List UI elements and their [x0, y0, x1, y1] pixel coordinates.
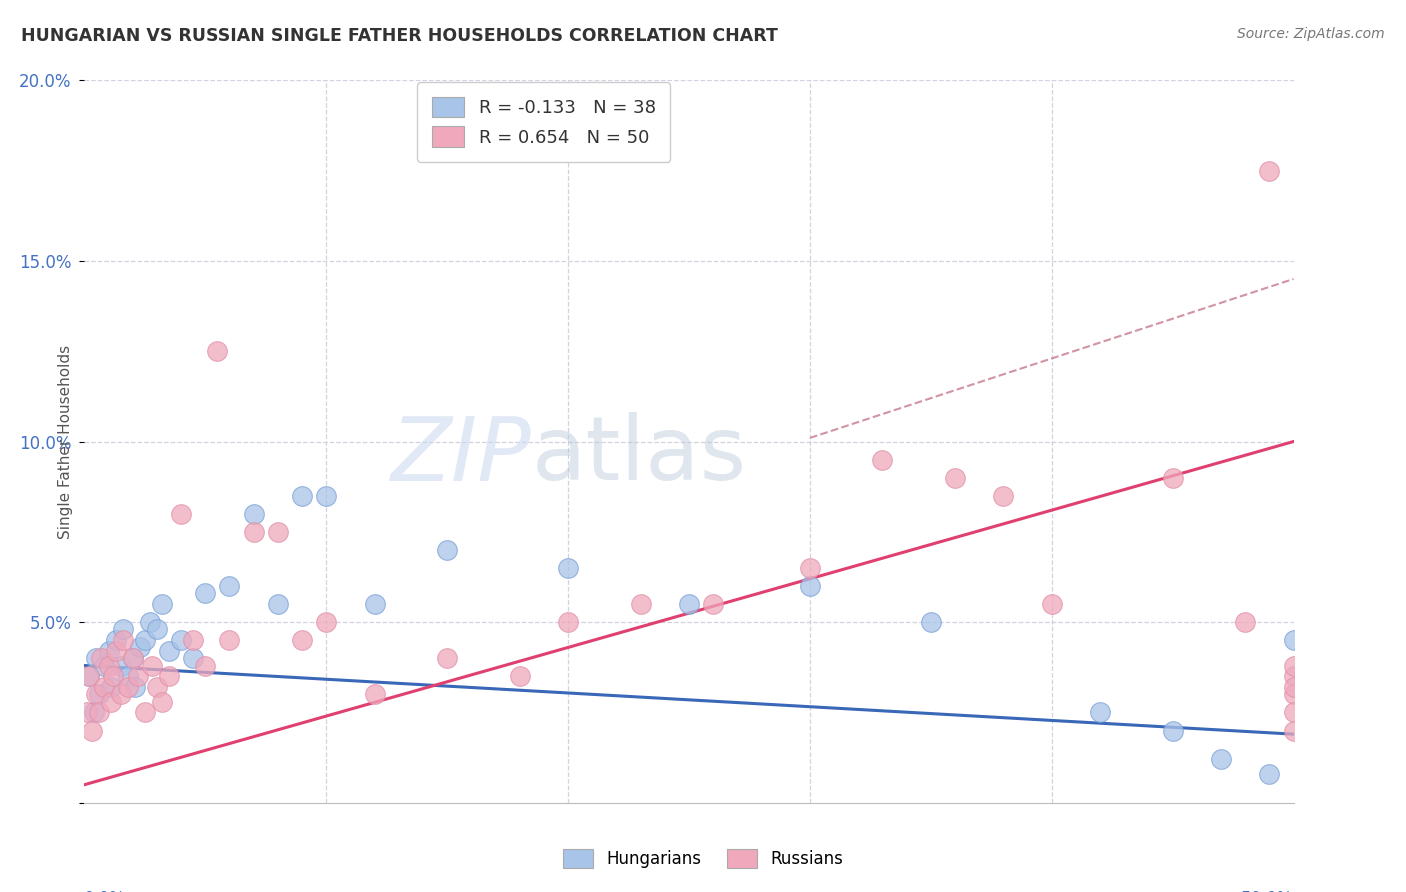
- Point: [146, 680, 169, 694]
- Point: [557, 615, 579, 630]
- Point: [242, 507, 264, 521]
- Point: [1209, 752, 1232, 766]
- Point: [117, 680, 139, 694]
- Point: [181, 633, 204, 648]
- Point: [181, 651, 204, 665]
- Point: [110, 687, 132, 701]
- Point: [112, 633, 135, 648]
- Point: [170, 633, 193, 648]
- Point: [117, 669, 139, 683]
- Point: [141, 658, 163, 673]
- Point: [315, 489, 337, 503]
- Point: [1088, 706, 1111, 720]
- Point: [129, 640, 152, 655]
- Point: [267, 597, 290, 611]
- Point: [242, 524, 264, 539]
- Point: [157, 644, 180, 658]
- Point: [157, 669, 180, 683]
- Point: [1258, 163, 1281, 178]
- Point: [83, 706, 105, 720]
- Point: [121, 651, 143, 665]
- Point: [993, 489, 1015, 503]
- Point: [436, 542, 458, 557]
- Point: [194, 658, 217, 673]
- Point: [920, 615, 942, 630]
- Point: [630, 597, 652, 611]
- Point: [315, 615, 337, 630]
- Point: [104, 644, 127, 658]
- Point: [93, 658, 115, 673]
- Text: 0.0%: 0.0%: [84, 889, 127, 892]
- Legend: R = -0.133   N = 38, R = 0.654   N = 50: R = -0.133 N = 38, R = 0.654 N = 50: [418, 82, 671, 161]
- Point: [103, 669, 125, 683]
- Point: [77, 669, 100, 683]
- Text: HUNGARIAN VS RUSSIAN SINGLE FATHER HOUSEHOLDS CORRELATION CHART: HUNGARIAN VS RUSSIAN SINGLE FATHER HOUSE…: [21, 27, 778, 45]
- Point: [1282, 723, 1305, 738]
- Point: [291, 489, 314, 503]
- Point: [267, 524, 290, 539]
- Point: [872, 452, 894, 467]
- Point: [76, 706, 98, 720]
- Point: [1282, 633, 1305, 648]
- Point: [1234, 615, 1257, 630]
- Point: [87, 687, 110, 701]
- Point: [1282, 706, 1305, 720]
- Point: [124, 680, 146, 694]
- Point: [436, 651, 458, 665]
- Point: [86, 687, 108, 701]
- Point: [146, 623, 169, 637]
- Point: [1282, 658, 1305, 673]
- Point: [943, 471, 966, 485]
- Point: [97, 658, 120, 673]
- Point: [134, 633, 156, 648]
- Point: [100, 695, 122, 709]
- Point: [138, 615, 160, 630]
- Point: [207, 344, 229, 359]
- Point: [134, 706, 156, 720]
- Point: [1282, 687, 1305, 701]
- Point: [100, 680, 122, 694]
- Point: [509, 669, 531, 683]
- Legend: Hungarians, Russians: Hungarians, Russians: [557, 842, 849, 875]
- Point: [121, 651, 143, 665]
- Point: [93, 680, 115, 694]
- Point: [150, 597, 173, 611]
- Point: [86, 651, 108, 665]
- Point: [1161, 471, 1184, 485]
- Point: [1282, 680, 1305, 694]
- Point: [170, 507, 193, 521]
- Point: [678, 597, 700, 611]
- Point: [291, 633, 314, 648]
- Point: [77, 669, 100, 683]
- Point: [1040, 597, 1063, 611]
- Point: [702, 597, 724, 611]
- Text: 50.0%: 50.0%: [1241, 889, 1294, 892]
- Point: [363, 687, 385, 701]
- Point: [80, 723, 103, 738]
- Y-axis label: Single Father Households: Single Father Households: [58, 344, 73, 539]
- Point: [218, 579, 240, 593]
- Point: [218, 633, 240, 648]
- Text: Source: ZipAtlas.com: Source: ZipAtlas.com: [1237, 27, 1385, 41]
- Point: [90, 651, 112, 665]
- Point: [799, 561, 821, 575]
- Point: [127, 669, 149, 683]
- Text: ZIP: ZIP: [391, 413, 531, 499]
- Point: [1282, 669, 1305, 683]
- Point: [1258, 767, 1281, 781]
- Text: atlas: atlas: [531, 412, 747, 500]
- Point: [112, 623, 135, 637]
- Point: [150, 695, 173, 709]
- Point: [104, 633, 127, 648]
- Point: [194, 586, 217, 600]
- Point: [110, 658, 132, 673]
- Point: [557, 561, 579, 575]
- Point: [97, 644, 120, 658]
- Point: [799, 579, 821, 593]
- Point: [1161, 723, 1184, 738]
- Point: [363, 597, 385, 611]
- Point: [87, 706, 110, 720]
